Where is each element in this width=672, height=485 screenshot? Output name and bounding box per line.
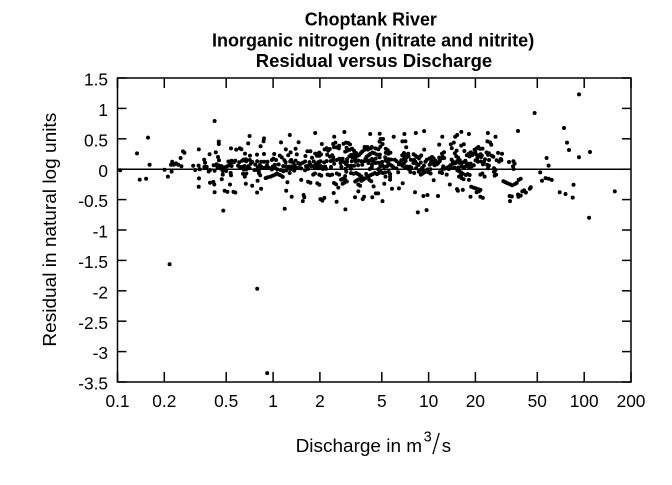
svg-text:-3.5: -3.5 bbox=[78, 374, 108, 394]
svg-text:0.1: 0.1 bbox=[105, 391, 129, 411]
svg-text:50: 50 bbox=[528, 391, 547, 411]
svg-text:-1: -1 bbox=[93, 222, 108, 242]
svg-text:1: 1 bbox=[98, 100, 108, 120]
svg-text:0.5: 0.5 bbox=[214, 391, 238, 411]
svg-text:1: 1 bbox=[268, 391, 278, 411]
svg-text:s: s bbox=[442, 435, 451, 456]
svg-text:Choptank River: Choptank River bbox=[305, 10, 437, 30]
svg-text:-2: -2 bbox=[93, 282, 108, 302]
svg-text:100: 100 bbox=[570, 391, 599, 411]
svg-text:-2.5: -2.5 bbox=[78, 313, 108, 333]
svg-text:Inorganic nitrogen (nitrate an: Inorganic nitrogen (nitrate and nitrite) bbox=[212, 31, 534, 51]
svg-text:10: 10 bbox=[419, 391, 438, 411]
svg-text:2: 2 bbox=[315, 391, 325, 411]
svg-text:20: 20 bbox=[466, 391, 485, 411]
svg-text:Residual versus Discharge: Residual versus Discharge bbox=[256, 51, 492, 71]
svg-text:200: 200 bbox=[617, 391, 646, 411]
svg-text:Discharge in m: Discharge in m bbox=[296, 435, 423, 456]
svg-text:-1.5: -1.5 bbox=[78, 252, 108, 272]
svg-text:-3: -3 bbox=[93, 343, 108, 363]
svg-text:5: 5 bbox=[377, 391, 387, 411]
svg-text:0.2: 0.2 bbox=[152, 391, 176, 411]
svg-text:-0.5: -0.5 bbox=[78, 191, 108, 211]
svg-text:0.5: 0.5 bbox=[84, 130, 108, 150]
svg-text:3: 3 bbox=[424, 430, 432, 446]
svg-text:0: 0 bbox=[98, 161, 108, 181]
svg-text:Residual in natural log units: Residual in natural log units bbox=[39, 113, 60, 347]
svg-text:1.5: 1.5 bbox=[84, 70, 108, 90]
